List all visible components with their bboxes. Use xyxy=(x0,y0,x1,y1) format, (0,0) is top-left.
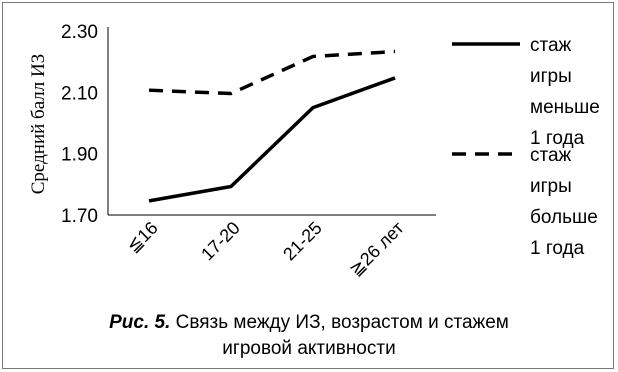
y-tick-label: 1.90 xyxy=(61,145,98,166)
chart-series xyxy=(148,49,396,203)
legend-label-line: меньше xyxy=(530,97,600,118)
legend-label-line: больше xyxy=(530,207,598,228)
series-line-2 xyxy=(148,49,396,96)
figure-caption-line-2: игровой активности xyxy=(222,338,396,359)
x-tick-label: 21-25 xyxy=(279,218,326,265)
x-tick-label: ≦16 xyxy=(123,218,162,257)
legend-label-line: стаж xyxy=(530,35,572,56)
line-chart: Средний балл ИЗ 1.70 1.90 2.10 2.30 ≦16 17-2… xyxy=(28,22,600,280)
y-tick-label: 1.70 xyxy=(61,206,98,227)
figure-caption-label: Рис. 5. xyxy=(109,312,171,333)
legend-label-line: 1 года xyxy=(530,238,585,259)
y-tick-labels: 1.70 1.90 2.10 2.30 xyxy=(61,22,98,227)
x-tick-label: 17-20 xyxy=(197,218,244,265)
legend-label-line: стаж xyxy=(530,145,572,166)
legend-label-line: 1 года xyxy=(530,128,585,149)
y-tick-label: 2.30 xyxy=(61,22,98,43)
x-tick-labels: ≦16 17-20 21-25 ≧26 лет xyxy=(123,218,408,280)
figure-caption-line-1: Рис. 5. Связь между ИЗ, возрастом и стаж… xyxy=(0,311,618,334)
legend-label-line: игры xyxy=(530,66,572,87)
x-tick-label: ≧26 лет xyxy=(345,218,407,280)
chart-axes xyxy=(107,27,436,216)
y-axis-label: Средний балл ИЗ xyxy=(28,54,49,195)
y-tick-label: 2.10 xyxy=(61,83,98,104)
legend-label-line: игры xyxy=(530,176,572,197)
figure-frame xyxy=(2,2,614,369)
figure-caption-text: Связь между ИЗ, возрастом и стажем xyxy=(170,312,509,333)
series-line-1 xyxy=(148,76,396,203)
